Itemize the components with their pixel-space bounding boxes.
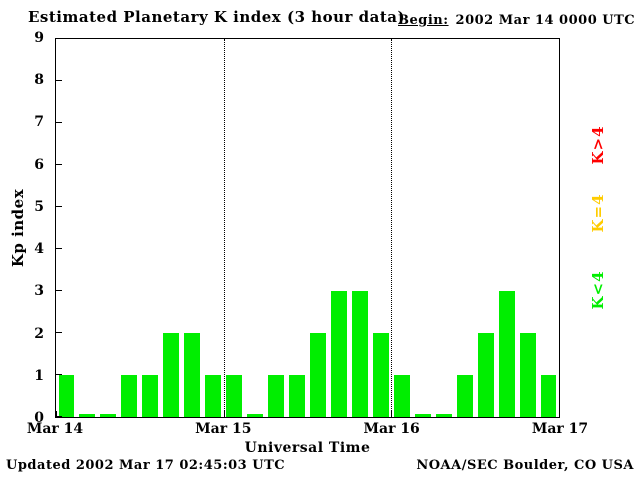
y-tick-mark bbox=[56, 163, 62, 165]
y-tick-mark bbox=[56, 248, 62, 249]
x-tick-label: Mar 15 bbox=[195, 421, 252, 437]
y-tick-label: 1 bbox=[34, 367, 44, 384]
y-tick-mark bbox=[56, 289, 62, 291]
updated-timestamp: Updated 2002 Mar 17 02:45:03 UTC bbox=[6, 458, 286, 473]
x-axis-title: Universal Time bbox=[244, 440, 371, 456]
kp-bar bbox=[435, 414, 452, 417]
kp-bar bbox=[226, 375, 243, 417]
kp-bar bbox=[184, 333, 201, 417]
chart-title: Estimated Planetary K index (3 hour data… bbox=[28, 8, 406, 26]
kp-bar bbox=[79, 414, 96, 417]
kp-bar bbox=[456, 375, 473, 417]
day-boundary-gridline bbox=[391, 39, 393, 417]
kp-bar bbox=[121, 375, 138, 417]
y-axis-title: Kp index bbox=[9, 188, 27, 268]
y-tick-mark bbox=[56, 79, 62, 81]
legend-item-K4: K<4 bbox=[589, 270, 607, 310]
kp-bar bbox=[519, 333, 536, 417]
y-tick-mark bbox=[56, 416, 62, 417]
kp-bar bbox=[247, 414, 264, 417]
y-tick-mark bbox=[56, 205, 62, 207]
y-tick-label: 0 bbox=[34, 410, 44, 426]
kp-bar bbox=[289, 375, 305, 417]
x-axis-labels: Mar 14 Mar 15 Mar 16 Mar 17 bbox=[27, 421, 588, 439]
kp-bar bbox=[142, 375, 159, 417]
legend-item-K4: K>4 bbox=[589, 125, 607, 165]
y-tick-label: 5 bbox=[34, 198, 44, 215]
day-boundary-gridline bbox=[223, 39, 225, 417]
begin-time: Begin: 2002 Mar 14 0000 UTC bbox=[398, 13, 635, 28]
y-tick-label: 9 bbox=[34, 30, 44, 46]
kp-bar bbox=[58, 375, 75, 417]
y-tick-label: 6 bbox=[34, 156, 44, 173]
plot-area bbox=[55, 38, 560, 418]
x-tick-label: Mar 17 bbox=[531, 421, 589, 437]
kp-bar bbox=[372, 333, 389, 417]
kp-bar bbox=[414, 414, 431, 417]
bars-container bbox=[56, 39, 559, 417]
y-tick-mark bbox=[56, 38, 62, 39]
y-tick-mark bbox=[56, 121, 62, 123]
y-tick-mark bbox=[56, 373, 62, 375]
x-tick-mark bbox=[56, 411, 57, 417]
kp-bar bbox=[268, 375, 285, 417]
kp-bar bbox=[540, 375, 557, 417]
kp-bar bbox=[477, 333, 494, 417]
source-credit: NOAA/SEC Boulder, CO USA bbox=[416, 458, 634, 473]
kp-bar bbox=[330, 291, 347, 417]
y-tick-label: 8 bbox=[34, 72, 44, 89]
kp-bar bbox=[100, 414, 117, 417]
y-tick-label: 3 bbox=[34, 283, 44, 300]
kp-bar bbox=[310, 333, 326, 417]
legend-item-K4: K=4 bbox=[589, 193, 607, 233]
x-tick-mark bbox=[559, 411, 560, 417]
y-tick-label: 7 bbox=[34, 114, 44, 131]
y-axis-labels: 0 1 2 3 4 5 6 7 8 9 bbox=[22, 30, 48, 426]
y-tick-label: 4 bbox=[34, 241, 44, 258]
kp-bar bbox=[393, 375, 410, 417]
begin-value: 2002 Mar 14 0000 UTC bbox=[455, 13, 636, 28]
x-tick-label: Mar 16 bbox=[363, 421, 420, 437]
x-tick-label: Mar 14 bbox=[26, 421, 84, 437]
y-tick-mark bbox=[56, 332, 62, 333]
kp-bar bbox=[498, 291, 515, 417]
kp-bar bbox=[205, 375, 222, 417]
begin-label: Begin: bbox=[398, 13, 449, 28]
kp-bar bbox=[163, 333, 180, 417]
y-tick-label: 2 bbox=[34, 325, 44, 342]
kp-bar bbox=[351, 291, 368, 417]
